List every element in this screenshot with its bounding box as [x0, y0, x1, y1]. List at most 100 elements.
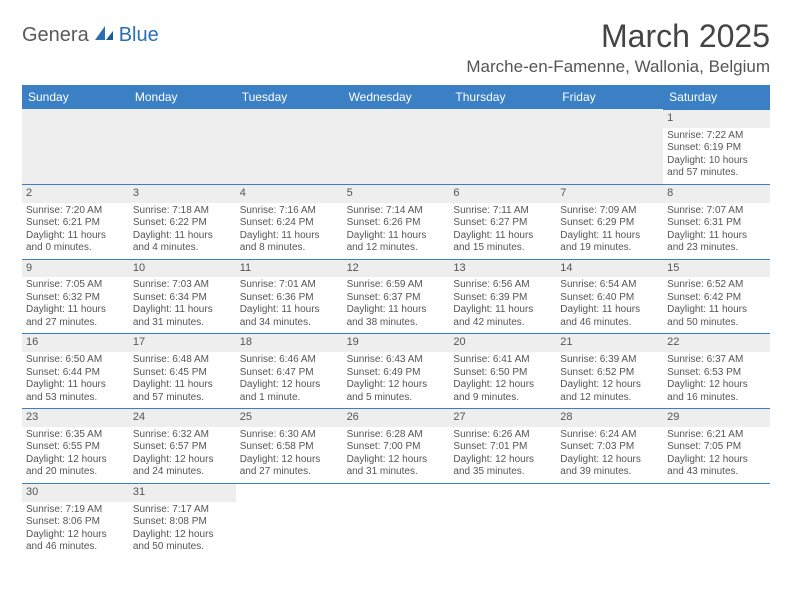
- sunrise-text: Sunrise: 7:03 AM: [133, 279, 232, 292]
- day-number: 8: [663, 185, 770, 203]
- day-number: 13: [449, 260, 556, 278]
- sunrise-text: Sunrise: 6:59 AM: [347, 279, 446, 292]
- daylight-text: and 39 minutes.: [560, 466, 659, 479]
- sunrise-text: Sunrise: 6:54 AM: [560, 279, 659, 292]
- calendar-day: 29Sunrise: 6:21 AMSunset: 7:05 PMDayligh…: [663, 408, 770, 483]
- sunrise-text: Sunrise: 7:11 AM: [453, 205, 552, 218]
- calendar-day: 5Sunrise: 7:14 AMSunset: 6:26 PMDaylight…: [343, 184, 450, 259]
- day-number: 17: [129, 334, 236, 352]
- calendar-day: 16Sunrise: 6:50 AMSunset: 6:44 PMDayligh…: [22, 333, 129, 408]
- day-number: 15: [663, 260, 770, 278]
- sunset-text: Sunset: 6:27 PM: [453, 217, 552, 230]
- calendar-week: 9Sunrise: 7:05 AMSunset: 6:32 PM Daylight…: [22, 259, 770, 334]
- calendar-day: 26Sunrise: 6:28 AMSunset: 7:00 PMDayligh…: [343, 408, 450, 483]
- daylight-text: and 46 minutes.: [26, 541, 125, 554]
- sunrise-text: Sunrise: 6:30 AM: [240, 429, 339, 442]
- sunset-text: Sunset: 6:58 PM: [240, 441, 339, 454]
- daylight-text: Daylight: 11 hours: [453, 230, 552, 243]
- calendar-day: 20Sunrise: 6:41 AMSunset: 6:50 PMDayligh…: [449, 333, 556, 408]
- day-number: 24: [129, 409, 236, 427]
- calendar-day: 3Sunrise: 7:18 AMSunset: 6:22 PMDaylight…: [129, 184, 236, 259]
- daylight-text: Daylight: 12 hours: [667, 379, 766, 392]
- daylight-text: and 42 minutes.: [453, 317, 552, 330]
- day-number: 14: [556, 260, 663, 278]
- sunrise-text: Sunrise: 7:07 AM: [667, 205, 766, 218]
- calendar-day: 31Sunrise: 7:17 AMSunset: 8:08 PMDayligh…: [129, 483, 236, 558]
- sunrise-text: Sunrise: 7:22 AM: [667, 130, 766, 143]
- empty-cell: [449, 109, 556, 184]
- day-number: 6: [449, 185, 556, 203]
- empty-cell: [449, 483, 556, 558]
- daylight-text: Daylight: 12 hours: [347, 379, 446, 392]
- weekday-label: Wednesday: [343, 85, 450, 109]
- daylight-text: Daylight: 12 hours: [560, 379, 659, 392]
- calendar-day: 18Sunrise: 6:46 AMSunset: 6:47 PMDayligh…: [236, 333, 343, 408]
- daylight-text: Daylight: 11 hours: [347, 230, 446, 243]
- daylight-text: and 50 minutes.: [667, 317, 766, 330]
- daylight-text: Daylight: 12 hours: [240, 454, 339, 467]
- logo-text-1: Genera: [22, 24, 89, 47]
- calendar-day: 14Sunrise: 6:54 AMSunset: 6:40 PMDayligh…: [556, 259, 663, 334]
- daylight-text: and 15 minutes.: [453, 242, 552, 255]
- location: Marche-en-Famenne, Wallonia, Belgium: [466, 57, 770, 77]
- calendar-day: 4Sunrise: 7:16 AMSunset: 6:24 PMDaylight…: [236, 184, 343, 259]
- calendar-day: 12Sunrise: 6:59 AMSunset: 6:37 PMDayligh…: [343, 259, 450, 334]
- sunset-text: Sunset: 6:32 PM: [26, 292, 125, 305]
- daylight-text: Daylight: 11 hours: [26, 230, 125, 243]
- sunset-text: Sunset: 7:01 PM: [453, 441, 552, 454]
- daylight-text: Daylight: 11 hours: [453, 304, 552, 317]
- sunrise-text: Sunrise: 6:39 AM: [560, 354, 659, 367]
- daylight-text: and 34 minutes.: [240, 317, 339, 330]
- weekday-label: Saturday: [663, 85, 770, 109]
- logo-text-2: Blue: [119, 24, 159, 47]
- day-number: 23: [22, 409, 129, 427]
- sunset-text: Sunset: 6:19 PM: [667, 142, 766, 155]
- daylight-text: Daylight: 10 hours: [667, 155, 766, 168]
- calendar-day: 23Sunrise: 6:35 AMSunset: 6:55 PMDayligh…: [22, 408, 129, 483]
- day-number: 9: [22, 260, 129, 278]
- day-number: 20: [449, 334, 556, 352]
- sunrise-text: Sunrise: 6:32 AM: [133, 429, 232, 442]
- day-number: 27: [449, 409, 556, 427]
- sunset-text: Sunset: 7:03 PM: [560, 441, 659, 454]
- day-number: 7: [556, 185, 663, 203]
- daylight-text: Daylight: 11 hours: [133, 230, 232, 243]
- sunset-text: Sunset: 6:49 PM: [347, 367, 446, 380]
- day-number: 31: [129, 484, 236, 502]
- empty-cell: [343, 483, 450, 558]
- daylight-text: and 31 minutes.: [133, 317, 232, 330]
- sunrise-text: Sunrise: 7:01 AM: [240, 279, 339, 292]
- calendar-day: 7Sunrise: 7:09 AMSunset: 6:29 PMDaylight…: [556, 184, 663, 259]
- day-number: 29: [663, 409, 770, 427]
- empty-cell: [556, 109, 663, 184]
- daylight-text: Daylight: 12 hours: [347, 454, 446, 467]
- daylight-text: Daylight: 12 hours: [133, 454, 232, 467]
- daylight-text: Daylight: 11 hours: [240, 230, 339, 243]
- day-number: 11: [236, 260, 343, 278]
- day-number: 22: [663, 334, 770, 352]
- day-number: 2: [22, 185, 129, 203]
- sunrise-text: Sunrise: 6:26 AM: [453, 429, 552, 442]
- daylight-text: and 24 minutes.: [133, 466, 232, 479]
- sunrise-text: Sunrise: 6:35 AM: [26, 429, 125, 442]
- day-number: 18: [236, 334, 343, 352]
- daylight-text: and 46 minutes.: [560, 317, 659, 330]
- sunset-text: Sunset: 7:05 PM: [667, 441, 766, 454]
- calendar-day: 27Sunrise: 6:26 AMSunset: 7:01 PMDayligh…: [449, 408, 556, 483]
- empty-cell: [236, 483, 343, 558]
- sunset-text: Sunset: 6:42 PM: [667, 292, 766, 305]
- daylight-text: and 5 minutes.: [347, 392, 446, 405]
- daylight-text: Daylight: 12 hours: [667, 454, 766, 467]
- weekday-label: Friday: [556, 85, 663, 109]
- sunset-text: Sunset: 6:55 PM: [26, 441, 125, 454]
- sunset-text: Sunset: 6:40 PM: [560, 292, 659, 305]
- daylight-text: and 1 minute.: [240, 392, 339, 405]
- sunrise-text: Sunrise: 7:05 AM: [26, 279, 125, 292]
- daylight-text: and 16 minutes.: [667, 392, 766, 405]
- calendar-day: 1Sunrise: 7:22 AMSunset: 6:19 PMDaylight…: [663, 109, 770, 184]
- daylight-text: and 27 minutes.: [240, 466, 339, 479]
- calendar-day: 24Sunrise: 6:32 AMSunset: 6:57 PMDayligh…: [129, 408, 236, 483]
- daylight-text: and 35 minutes.: [453, 466, 552, 479]
- daylight-text: Daylight: 12 hours: [240, 379, 339, 392]
- calendar-day: 21Sunrise: 6:39 AMSunset: 6:52 PMDayligh…: [556, 333, 663, 408]
